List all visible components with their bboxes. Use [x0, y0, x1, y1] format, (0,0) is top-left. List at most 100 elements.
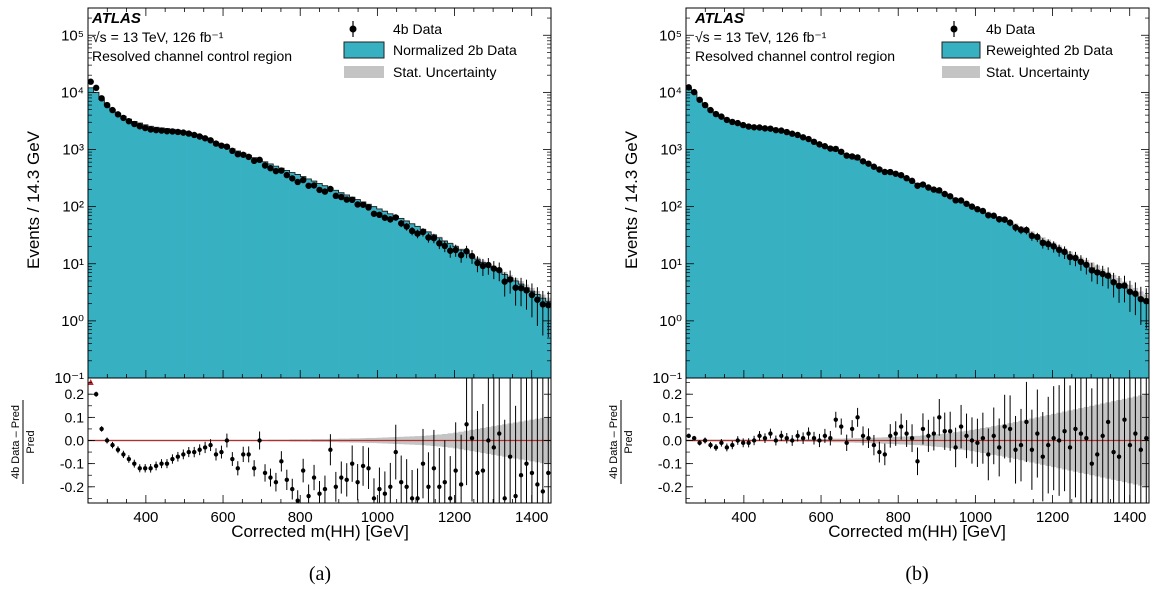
ratio-point [497, 431, 501, 435]
data-point [278, 167, 284, 173]
ratio-point [855, 415, 859, 419]
prediction-bar [246, 155, 252, 378]
data-point [213, 140, 219, 146]
prediction-bar [1056, 250, 1062, 378]
data-point [115, 111, 121, 117]
prediction-bar [295, 175, 301, 378]
prediction-bar [230, 149, 236, 378]
data-point [126, 118, 132, 124]
ratio-point [828, 436, 832, 440]
ratio-point [915, 459, 919, 463]
prediction-bar [164, 129, 170, 378]
prediction-bar [964, 204, 970, 378]
data-point [186, 130, 192, 136]
data-point [1007, 219, 1013, 225]
ratio-point [1095, 452, 1099, 456]
panel-a: 10⁻¹ 10⁰ 10¹ 10² 10³ 10⁴ 10⁵ 400 600 800 1000 1200… [10, 8, 551, 585]
prediction-bar [273, 166, 279, 378]
data-point [142, 125, 148, 131]
caption: (b) [905, 563, 928, 585]
ratio-point [453, 468, 457, 472]
ratio-point [323, 487, 327, 491]
data-point [240, 152, 246, 158]
prediction-bar [877, 168, 883, 378]
data-point [131, 121, 137, 127]
prediction-bar [404, 221, 410, 378]
prediction-bar [751, 127, 757, 378]
prediction-bar [888, 173, 894, 378]
data-point [1034, 234, 1040, 240]
prediction-bar [713, 113, 719, 378]
ratio-point [426, 485, 430, 489]
data-point [447, 248, 453, 254]
ratio-tick-label: 0.2 [663, 386, 683, 402]
ratio-point [350, 461, 354, 465]
data-point [914, 183, 920, 189]
ratio-point [872, 443, 876, 447]
prediction-bar [366, 204, 372, 378]
y-tick-label: 10² [660, 199, 682, 216]
ratio-point [932, 431, 936, 435]
ratio-point [844, 441, 848, 445]
x-tick-label: 1400 [515, 509, 548, 526]
data-point [256, 157, 262, 163]
data-point [724, 117, 730, 123]
prediction-bar [382, 211, 388, 378]
prediction-bar [317, 183, 323, 378]
y-tick-label: 10⁵ [659, 27, 682, 44]
ratio-point [138, 466, 142, 470]
data-point [816, 141, 822, 147]
ratio-point [236, 466, 240, 470]
prediction-bar [1089, 268, 1095, 378]
legend-prediction-swatch [344, 42, 384, 58]
prediction-bar [953, 200, 959, 378]
prediction-bar [464, 253, 470, 378]
atlas-label: ATLAS [91, 10, 141, 27]
prediction-bar [191, 134, 197, 378]
data-point [745, 123, 751, 129]
data-point [180, 129, 186, 135]
data-point [202, 135, 208, 141]
data-point [800, 134, 806, 140]
y-tick-label: 10⁵ [61, 27, 84, 44]
x-tick-label: 1400 [1113, 509, 1146, 526]
ratio-point [410, 496, 414, 500]
ratio-point [355, 480, 359, 484]
data-point [158, 127, 164, 133]
ratio-point [437, 485, 441, 489]
data-point [925, 184, 931, 190]
prediction-bar [1007, 224, 1013, 378]
prediction-bar [126, 119, 132, 378]
x-axis-label: Corrected m(HH) [GeV] [828, 522, 1006, 541]
data-point [707, 107, 713, 113]
ratio-point [1079, 431, 1083, 435]
legend-data-marker [350, 21, 357, 37]
prediction-bar [762, 129, 768, 378]
legend-uncertainty-swatch [942, 66, 980, 78]
ratio-point [486, 438, 490, 442]
data-point [1056, 247, 1062, 253]
ratio-point [530, 471, 534, 475]
prediction-bar [1018, 229, 1024, 378]
prediction-bar [926, 188, 932, 378]
data-point [207, 137, 213, 143]
data-point [882, 169, 888, 175]
ratio-point [1013, 448, 1017, 452]
data-point [338, 194, 344, 200]
data-point [735, 120, 741, 126]
data-point [245, 154, 251, 160]
data-point [1110, 279, 1116, 285]
ratio-point [519, 473, 523, 477]
ratio-point [154, 464, 158, 468]
prediction-bar [475, 259, 481, 378]
ratio-point [148, 466, 152, 470]
prediction-bar [828, 149, 834, 378]
prediction-bar [219, 144, 225, 378]
data-point [305, 183, 311, 189]
data-point [784, 129, 790, 135]
ratio-point [1122, 417, 1126, 421]
ratio-point [981, 436, 985, 440]
data-point [218, 142, 224, 148]
ratio-tick-label: -0.1 [658, 456, 682, 472]
data-point [996, 216, 1002, 222]
